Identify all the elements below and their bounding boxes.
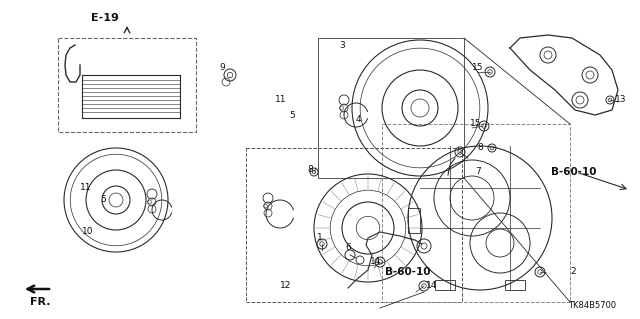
Text: 11: 11 bbox=[80, 183, 92, 192]
Text: 1: 1 bbox=[317, 234, 323, 242]
Text: 11: 11 bbox=[275, 95, 287, 105]
Text: B-60-10: B-60-10 bbox=[385, 267, 431, 277]
Text: B-60-10: B-60-10 bbox=[551, 167, 596, 177]
Bar bbox=[246, 148, 462, 302]
Text: 12: 12 bbox=[280, 280, 292, 290]
Text: 13: 13 bbox=[615, 95, 627, 105]
Bar bbox=[408, 208, 420, 233]
Bar bbox=[382, 124, 570, 302]
Text: 3: 3 bbox=[339, 41, 345, 49]
Text: E-19: E-19 bbox=[91, 13, 119, 23]
Text: 5: 5 bbox=[289, 110, 295, 120]
Text: 14: 14 bbox=[426, 281, 438, 291]
Bar bbox=[435, 280, 455, 290]
Bar bbox=[318, 38, 464, 178]
Bar bbox=[505, 280, 525, 290]
Text: 7: 7 bbox=[475, 167, 481, 176]
Text: 8: 8 bbox=[307, 166, 313, 174]
Text: 2: 2 bbox=[570, 268, 576, 277]
Text: FR.: FR. bbox=[29, 297, 51, 307]
Text: 9: 9 bbox=[219, 63, 225, 72]
Bar bbox=[58, 38, 196, 132]
Text: 4: 4 bbox=[355, 115, 361, 124]
Text: 5: 5 bbox=[100, 196, 106, 204]
Text: 15: 15 bbox=[472, 63, 484, 72]
Text: 10: 10 bbox=[83, 227, 93, 236]
Text: 6: 6 bbox=[345, 243, 351, 253]
Text: TK84B5700: TK84B5700 bbox=[568, 300, 616, 309]
Text: 14: 14 bbox=[371, 257, 381, 266]
Text: 8: 8 bbox=[477, 144, 483, 152]
Text: 15: 15 bbox=[470, 120, 482, 129]
